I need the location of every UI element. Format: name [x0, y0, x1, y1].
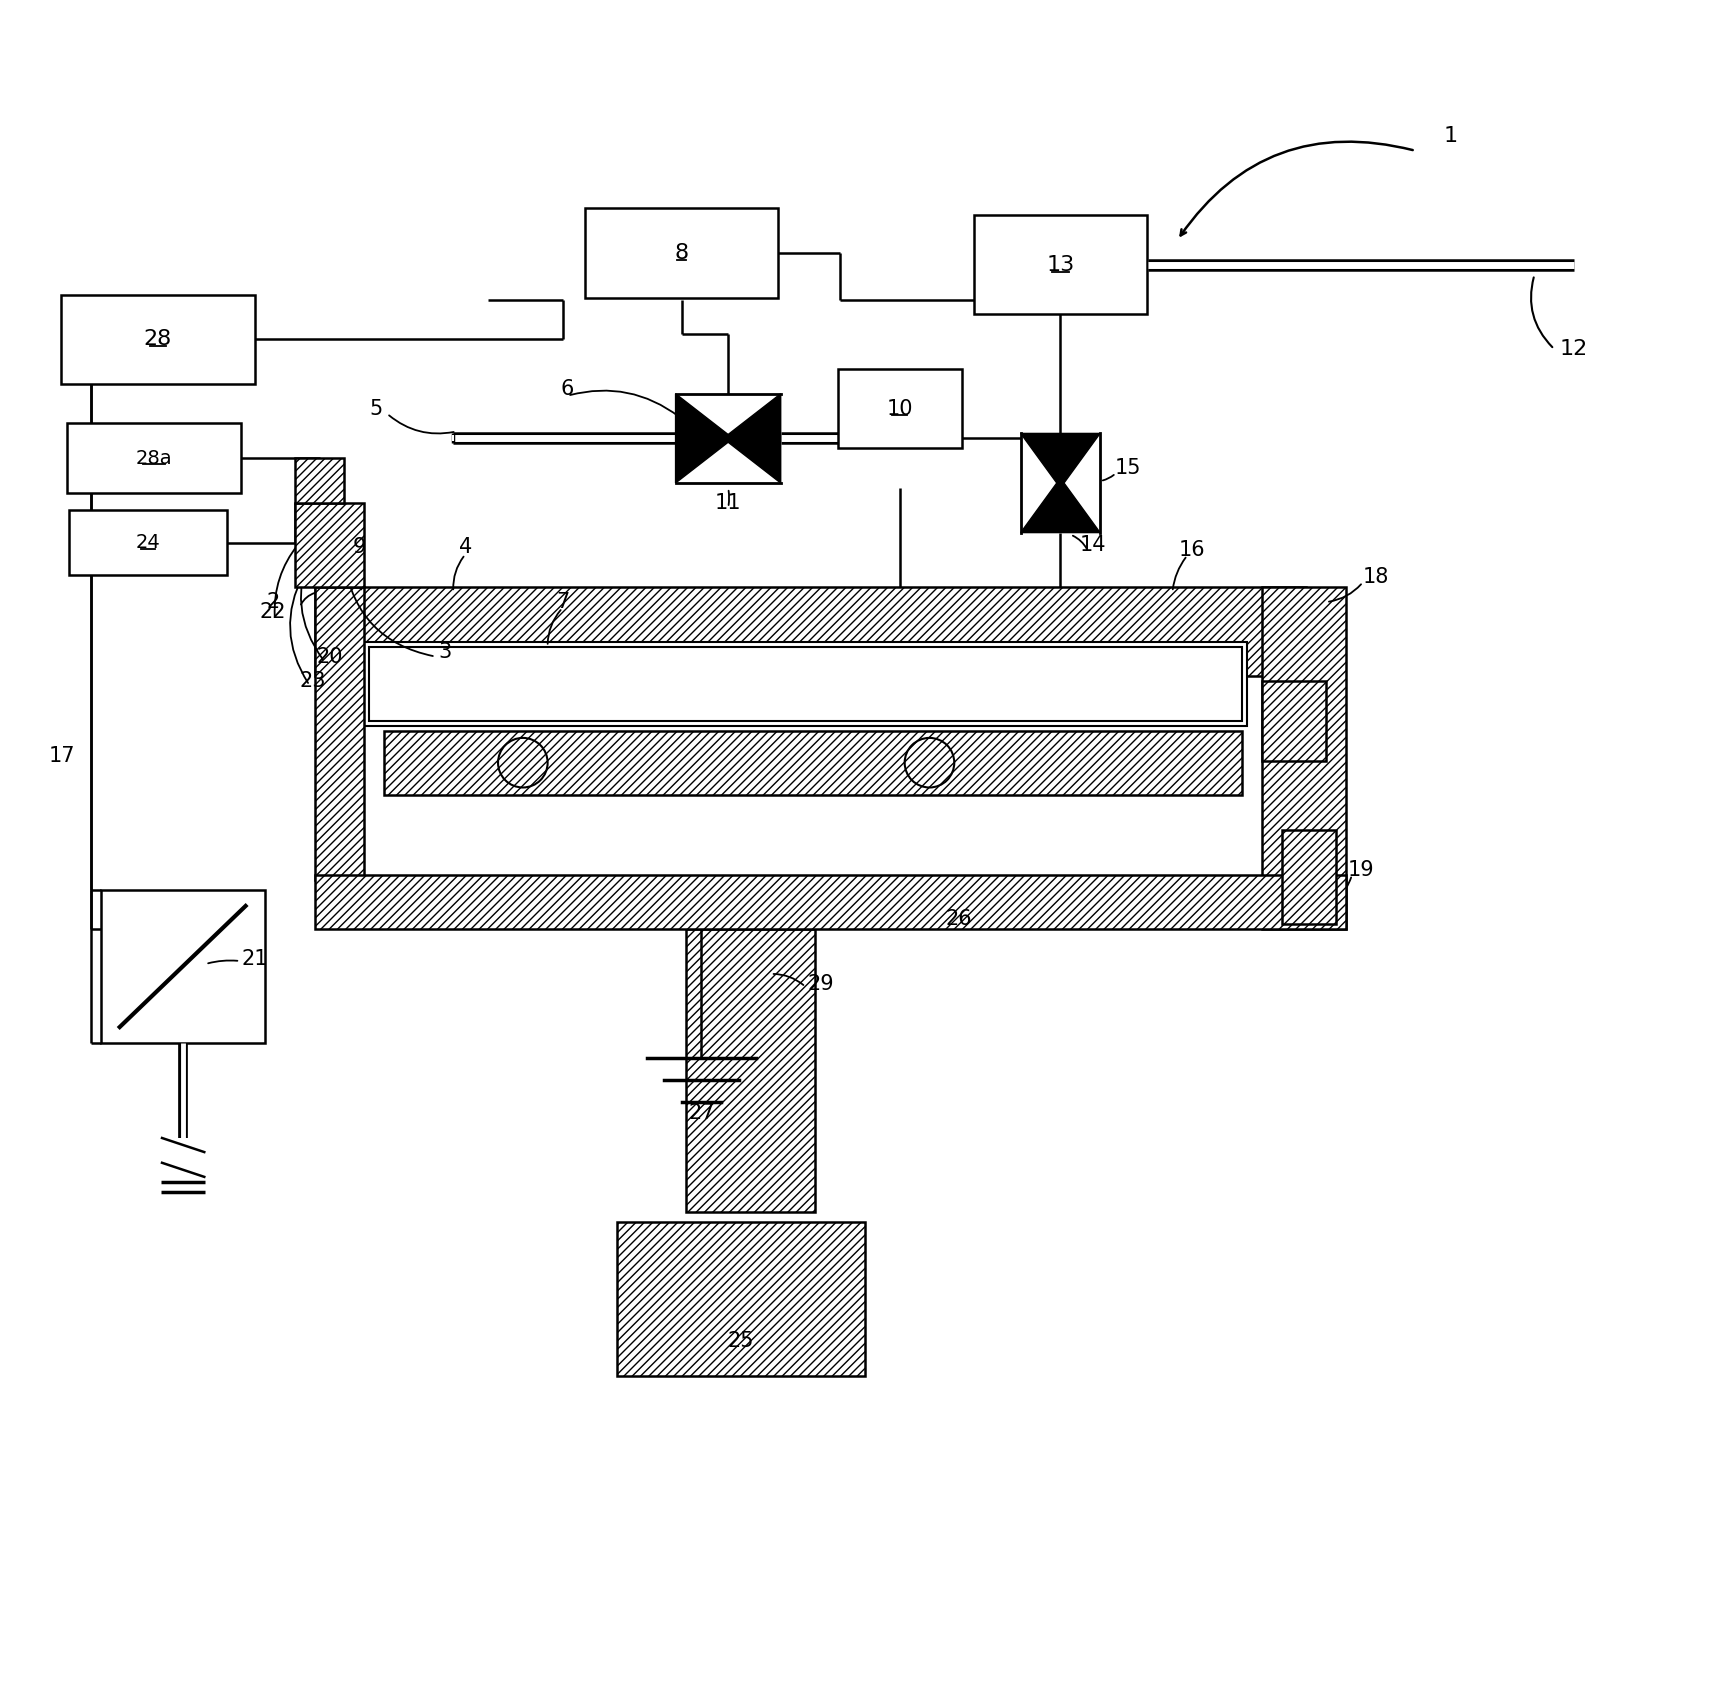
Text: 17: 17: [48, 745, 74, 765]
Text: 8: 8: [675, 242, 689, 262]
Bar: [837, 369, 962, 449]
Text: 12: 12: [1559, 339, 1588, 359]
Bar: [972, 215, 1147, 315]
Text: 11: 11: [714, 493, 740, 513]
Text: 14: 14: [1080, 535, 1105, 555]
Bar: [67, 423, 240, 493]
Polygon shape: [723, 394, 780, 483]
Bar: [368, 647, 1240, 721]
Text: 6: 6: [561, 379, 574, 400]
Text: 21: 21: [242, 950, 268, 968]
Bar: [384, 731, 1240, 796]
Text: 18: 18: [1362, 567, 1387, 587]
Text: 5: 5: [368, 398, 382, 418]
Text: 1: 1: [1443, 125, 1457, 146]
Polygon shape: [1021, 477, 1100, 533]
Text: 29: 29: [806, 973, 834, 994]
Text: 28: 28: [144, 328, 171, 349]
Text: 27: 27: [689, 1102, 714, 1122]
Bar: [315, 587, 363, 880]
Bar: [315, 587, 1306, 677]
Bar: [69, 510, 227, 574]
Bar: [1280, 830, 1336, 924]
Text: 13: 13: [1045, 256, 1074, 274]
Bar: [368, 647, 1240, 721]
Text: 10: 10: [886, 398, 912, 418]
Text: 9: 9: [353, 537, 365, 557]
Text: 25: 25: [727, 1331, 754, 1351]
Polygon shape: [675, 394, 734, 483]
Text: 23: 23: [299, 672, 325, 691]
Bar: [1261, 681, 1325, 760]
Bar: [687, 929, 815, 1212]
Text: 20: 20: [317, 647, 343, 667]
Bar: [616, 1222, 865, 1376]
Text: 15: 15: [1114, 459, 1140, 477]
Bar: [315, 875, 1346, 929]
Bar: [61, 295, 254, 384]
Polygon shape: [1021, 433, 1100, 488]
Text: 3: 3: [439, 642, 452, 662]
Text: 4: 4: [458, 537, 472, 557]
Bar: [102, 889, 265, 1043]
Text: 26: 26: [945, 909, 972, 929]
Text: 7: 7: [555, 593, 569, 613]
Text: 16: 16: [1178, 540, 1204, 560]
Bar: [1261, 587, 1346, 929]
Bar: [585, 208, 778, 298]
Bar: [363, 642, 1246, 726]
Bar: [294, 459, 344, 503]
Text: 24: 24: [135, 533, 161, 552]
Text: 28a: 28a: [135, 449, 171, 467]
Text: 22: 22: [260, 603, 285, 621]
Text: 19: 19: [1348, 860, 1374, 880]
Bar: [294, 503, 363, 587]
Text: 2: 2: [266, 593, 279, 613]
